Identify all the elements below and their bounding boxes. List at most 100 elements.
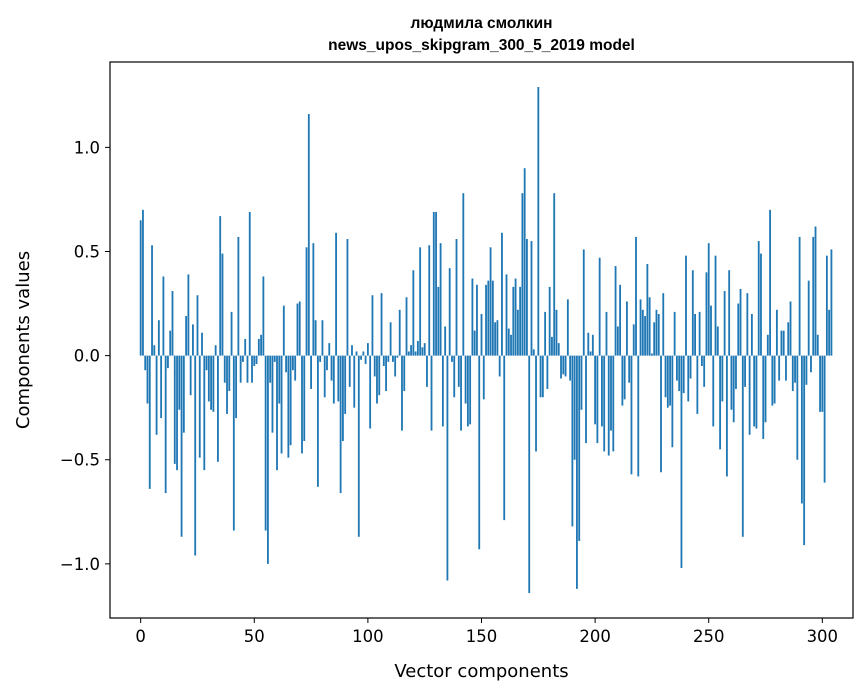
bar bbox=[385, 355, 387, 392]
bar bbox=[771, 355, 774, 406]
bar bbox=[394, 355, 397, 377]
bar bbox=[212, 355, 215, 412]
plot-area-frame bbox=[109, 61, 854, 619]
bar bbox=[778, 355, 781, 381]
bar bbox=[273, 355, 276, 362]
bar bbox=[264, 355, 267, 531]
bar bbox=[562, 355, 565, 375]
y-tick-label: −0.5 bbox=[60, 451, 100, 470]
bar bbox=[825, 255, 828, 356]
bar bbox=[176, 355, 178, 471]
bar bbox=[685, 255, 687, 356]
bar bbox=[748, 355, 751, 435]
bar bbox=[753, 355, 756, 427]
bar bbox=[762, 355, 765, 439]
bar bbox=[441, 355, 444, 427]
bar bbox=[230, 311, 233, 356]
bar bbox=[814, 226, 817, 356]
bar bbox=[737, 303, 740, 356]
bar bbox=[473, 330, 476, 356]
bar bbox=[221, 253, 224, 356]
bar bbox=[682, 355, 685, 394]
bar bbox=[535, 355, 537, 452]
bar bbox=[476, 284, 478, 356]
bar bbox=[471, 278, 474, 356]
bar bbox=[307, 114, 310, 356]
bar bbox=[219, 216, 222, 356]
x-tick-label: 0 bbox=[135, 627, 146, 646]
bar bbox=[416, 341, 419, 356]
bar bbox=[512, 286, 515, 356]
bar bbox=[412, 270, 415, 356]
bar bbox=[289, 355, 292, 446]
bar bbox=[576, 355, 578, 589]
bar bbox=[326, 355, 328, 371]
bar bbox=[223, 355, 226, 383]
bar bbox=[716, 326, 719, 356]
bar bbox=[426, 355, 428, 387]
bar bbox=[462, 193, 465, 356]
bar bbox=[560, 355, 562, 379]
bar bbox=[601, 355, 603, 427]
bar bbox=[605, 311, 608, 356]
bar bbox=[503, 355, 506, 521]
bar bbox=[680, 355, 683, 569]
bar bbox=[732, 355, 735, 423]
bar bbox=[591, 334, 594, 356]
bar bbox=[487, 280, 490, 356]
bar bbox=[180, 355, 183, 537]
bar bbox=[498, 355, 501, 377]
bar bbox=[239, 355, 242, 383]
chart-subtitle: news_upos_skipgram_300_5_2019 model bbox=[328, 37, 635, 54]
bar bbox=[687, 355, 690, 402]
bar bbox=[164, 355, 167, 494]
bar bbox=[280, 355, 283, 454]
bar bbox=[192, 324, 194, 356]
bar bbox=[398, 309, 401, 356]
bar bbox=[444, 326, 447, 356]
bar bbox=[705, 272, 708, 356]
bar bbox=[478, 355, 481, 550]
bar bbox=[662, 293, 665, 356]
bar bbox=[603, 355, 606, 452]
bar bbox=[728, 270, 731, 356]
bar bbox=[282, 305, 285, 356]
bar bbox=[566, 299, 569, 356]
bar bbox=[632, 324, 635, 356]
bar bbox=[739, 288, 742, 356]
bar bbox=[657, 313, 660, 356]
bar bbox=[169, 330, 172, 356]
x-tick-label: 200 bbox=[579, 627, 611, 646]
bar bbox=[821, 355, 824, 412]
bar bbox=[142, 209, 144, 356]
bar bbox=[607, 355, 610, 456]
bar bbox=[267, 355, 269, 564]
bar bbox=[598, 257, 601, 356]
bar bbox=[405, 297, 408, 356]
bar bbox=[719, 355, 721, 450]
bar bbox=[139, 220, 142, 356]
bar bbox=[185, 316, 188, 356]
bar bbox=[614, 266, 617, 356]
bar bbox=[207, 355, 210, 402]
bar bbox=[419, 247, 422, 356]
bar bbox=[805, 355, 808, 385]
bar bbox=[160, 355, 163, 419]
bar bbox=[460, 355, 462, 431]
bar bbox=[330, 355, 333, 381]
bar bbox=[457, 355, 460, 387]
bar bbox=[514, 278, 517, 356]
bar bbox=[671, 355, 674, 448]
bar bbox=[546, 355, 549, 389]
bar bbox=[787, 322, 790, 356]
bar bbox=[437, 286, 440, 356]
bar bbox=[760, 253, 762, 356]
bar bbox=[678, 355, 681, 392]
bar bbox=[210, 355, 213, 410]
bar bbox=[555, 309, 558, 356]
bar bbox=[653, 322, 656, 356]
bar bbox=[453, 355, 456, 398]
bar bbox=[621, 355, 624, 406]
bar bbox=[244, 338, 247, 356]
bar bbox=[378, 355, 381, 396]
